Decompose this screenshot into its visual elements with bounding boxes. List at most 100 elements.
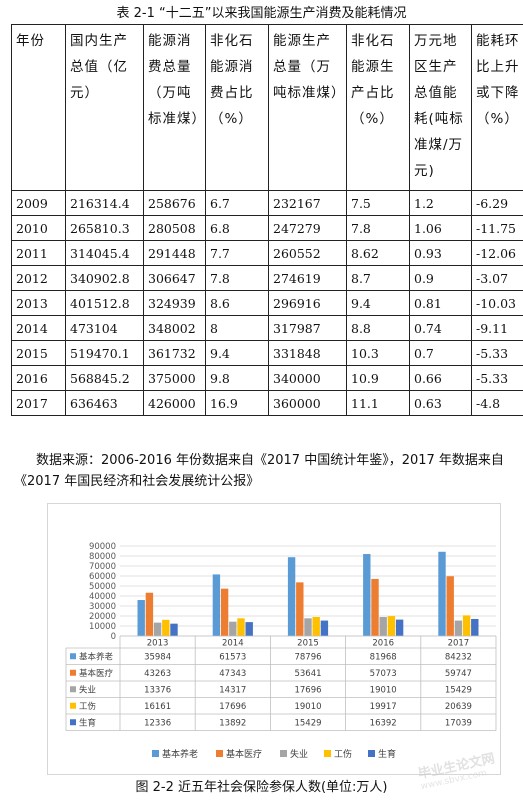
data-label: 57073 — [370, 669, 397, 679]
table-cell: 296916 — [268, 290, 347, 316]
data-label: 13892 — [219, 718, 246, 728]
table-cell: 16.9 — [205, 390, 269, 416]
legend-entry: 生育 — [378, 748, 396, 760]
table-cell: 2015 — [11, 340, 66, 366]
table-cell: -12.06 — [471, 240, 523, 266]
bar — [287, 557, 296, 636]
data-table-legend-key — [70, 702, 76, 709]
legend-swatch — [280, 750, 287, 757]
data-label: 20639 — [445, 702, 472, 712]
table-cell: 331848 — [268, 340, 347, 366]
legend-entry: 工伤 — [334, 748, 352, 760]
data-label: 17696 — [294, 685, 321, 695]
bar — [446, 576, 454, 636]
data-table-legend-key — [70, 686, 76, 693]
table-cell: -6.29 — [471, 190, 523, 216]
bar — [320, 620, 329, 636]
table-cell: 291448 — [143, 240, 206, 266]
table-cell: 2013 — [11, 290, 66, 316]
table-cell: 7.8 — [346, 215, 410, 241]
table-cell: -10.03 — [471, 290, 523, 316]
table-cell: 10.3 — [346, 340, 410, 366]
legend-swatch — [216, 750, 223, 757]
table-cell: 7.5 — [346, 190, 410, 216]
header-cell: 非化石能源消费占比（%） — [205, 24, 269, 191]
table-cell: 0.9 — [409, 265, 472, 291]
table-cell: 360000 — [268, 390, 347, 416]
table-cell: 2014 — [11, 315, 66, 341]
table-cell: 0.74 — [409, 315, 472, 341]
table-cell: 340000 — [268, 365, 347, 391]
data-table-series-name: 生育 — [79, 717, 96, 728]
y-tick-label: 20000 — [89, 612, 116, 622]
table-cell: 7.8 — [205, 265, 269, 291]
bar — [395, 619, 404, 636]
table-cell: 2010 — [11, 215, 66, 241]
data-label: 84232 — [445, 652, 472, 662]
bar — [170, 623, 178, 636]
source-note-line-2: 《2017 年国民经济和社会发展统计公报》 — [14, 474, 260, 489]
header-cell: 能源消费总量（万吨标准煤） — [143, 24, 206, 191]
header-cell: 国内生产总值（亿元） — [65, 24, 144, 191]
table-cell: 324939 — [143, 290, 206, 316]
data-table-series-name: 失业 — [79, 684, 96, 695]
data-label: 16392 — [370, 718, 397, 728]
bar — [137, 600, 145, 636]
data-label: 17039 — [445, 718, 472, 728]
insurance-chart-frame: 0 10000 20000 30000 40000 50000 60000 70000 8000… — [47, 503, 501, 775]
table-cell: 0.81 — [409, 290, 472, 316]
table-cell: -9.11 — [471, 315, 523, 341]
data-table-series-name: 基本医疗 — [79, 668, 114, 679]
data-label: 12336 — [144, 718, 171, 728]
x-category-label: 2017 — [448, 639, 470, 649]
table-cell: -11.75 — [471, 215, 523, 241]
table-cell: 0.66 — [409, 365, 472, 391]
table-cell: -4.8 — [471, 390, 523, 416]
bar — [237, 618, 245, 636]
table-row: 2014 473104 348002 8 317987 8.8 0.74 -9.11 — [11, 315, 523, 341]
legend-swatch — [152, 750, 159, 757]
data-label: 19010 — [294, 702, 321, 712]
header-cell: 万元地区生产总值能耗(吨标准煤/万元) — [409, 24, 472, 191]
data-label: 59747 — [445, 669, 472, 679]
bar — [471, 618, 479, 636]
table-row: 2015 519470.1 361732 9.4 331848 10.3 0.7 -5.33 — [11, 340, 523, 366]
bar — [312, 616, 320, 636]
data-label: 19010 — [370, 685, 397, 695]
data-label: 17696 — [219, 702, 246, 712]
table-cell: 11.1 — [346, 390, 410, 416]
table-cell: 2017 — [11, 390, 66, 416]
table-cell: 0.63 — [409, 390, 472, 416]
table-row: 2011 314045.4 291448 7.7 260552 8.62 0.93 -12.0… — [11, 240, 523, 266]
table-row: 2012 340902.8 306647 7.8 274619 8.7 0.9 -3.07 — [11, 265, 523, 291]
bar — [371, 578, 379, 636]
figure-caption: 图 2-2 近五年社会保险参保人数(单位:万人) — [135, 780, 388, 795]
data-table-legend-key — [70, 669, 76, 676]
table-cell: 232167 — [268, 190, 347, 216]
source-note-line-1: 数据来源：2006-2016 年份数据来自《2017 中国统计年鉴》，2017 … — [36, 453, 504, 468]
data-label: 47343 — [219, 669, 246, 679]
bar — [304, 618, 312, 636]
table-cell: 1.06 — [409, 215, 472, 241]
bar — [153, 622, 162, 636]
y-tick-label: 80000 — [89, 552, 116, 562]
table-cell: 9.4 — [205, 340, 269, 366]
table-cell: 265810.3 — [65, 215, 144, 241]
x-category-label: 2013 — [147, 639, 169, 649]
bar — [229, 621, 237, 636]
table-row: 2013 401512.8 324939 8.6 296916 9.4 0.81 -10.03 — [11, 290, 523, 316]
legend-entry: 基本养老 — [162, 748, 198, 760]
table-cell: 260552 — [268, 240, 347, 266]
data-table-series-name: 工伤 — [79, 701, 96, 712]
table-cell: 274619 — [268, 265, 347, 291]
table-cell: 2016 — [11, 365, 66, 391]
table-cell: 340902.8 — [65, 265, 144, 291]
table-cell: 568845.2 — [65, 365, 144, 391]
table-cell: -3.07 — [471, 265, 523, 291]
bar — [438, 551, 446, 636]
data-label: 43263 — [144, 669, 171, 679]
table-body: 2009 216314.4 258676 6.7 232167 7.5 1.2 -6.29 20… — [11, 190, 523, 416]
table-cell: 375000 — [143, 365, 206, 391]
legend-swatch — [368, 750, 375, 757]
header-cell: 年份 — [11, 24, 66, 191]
